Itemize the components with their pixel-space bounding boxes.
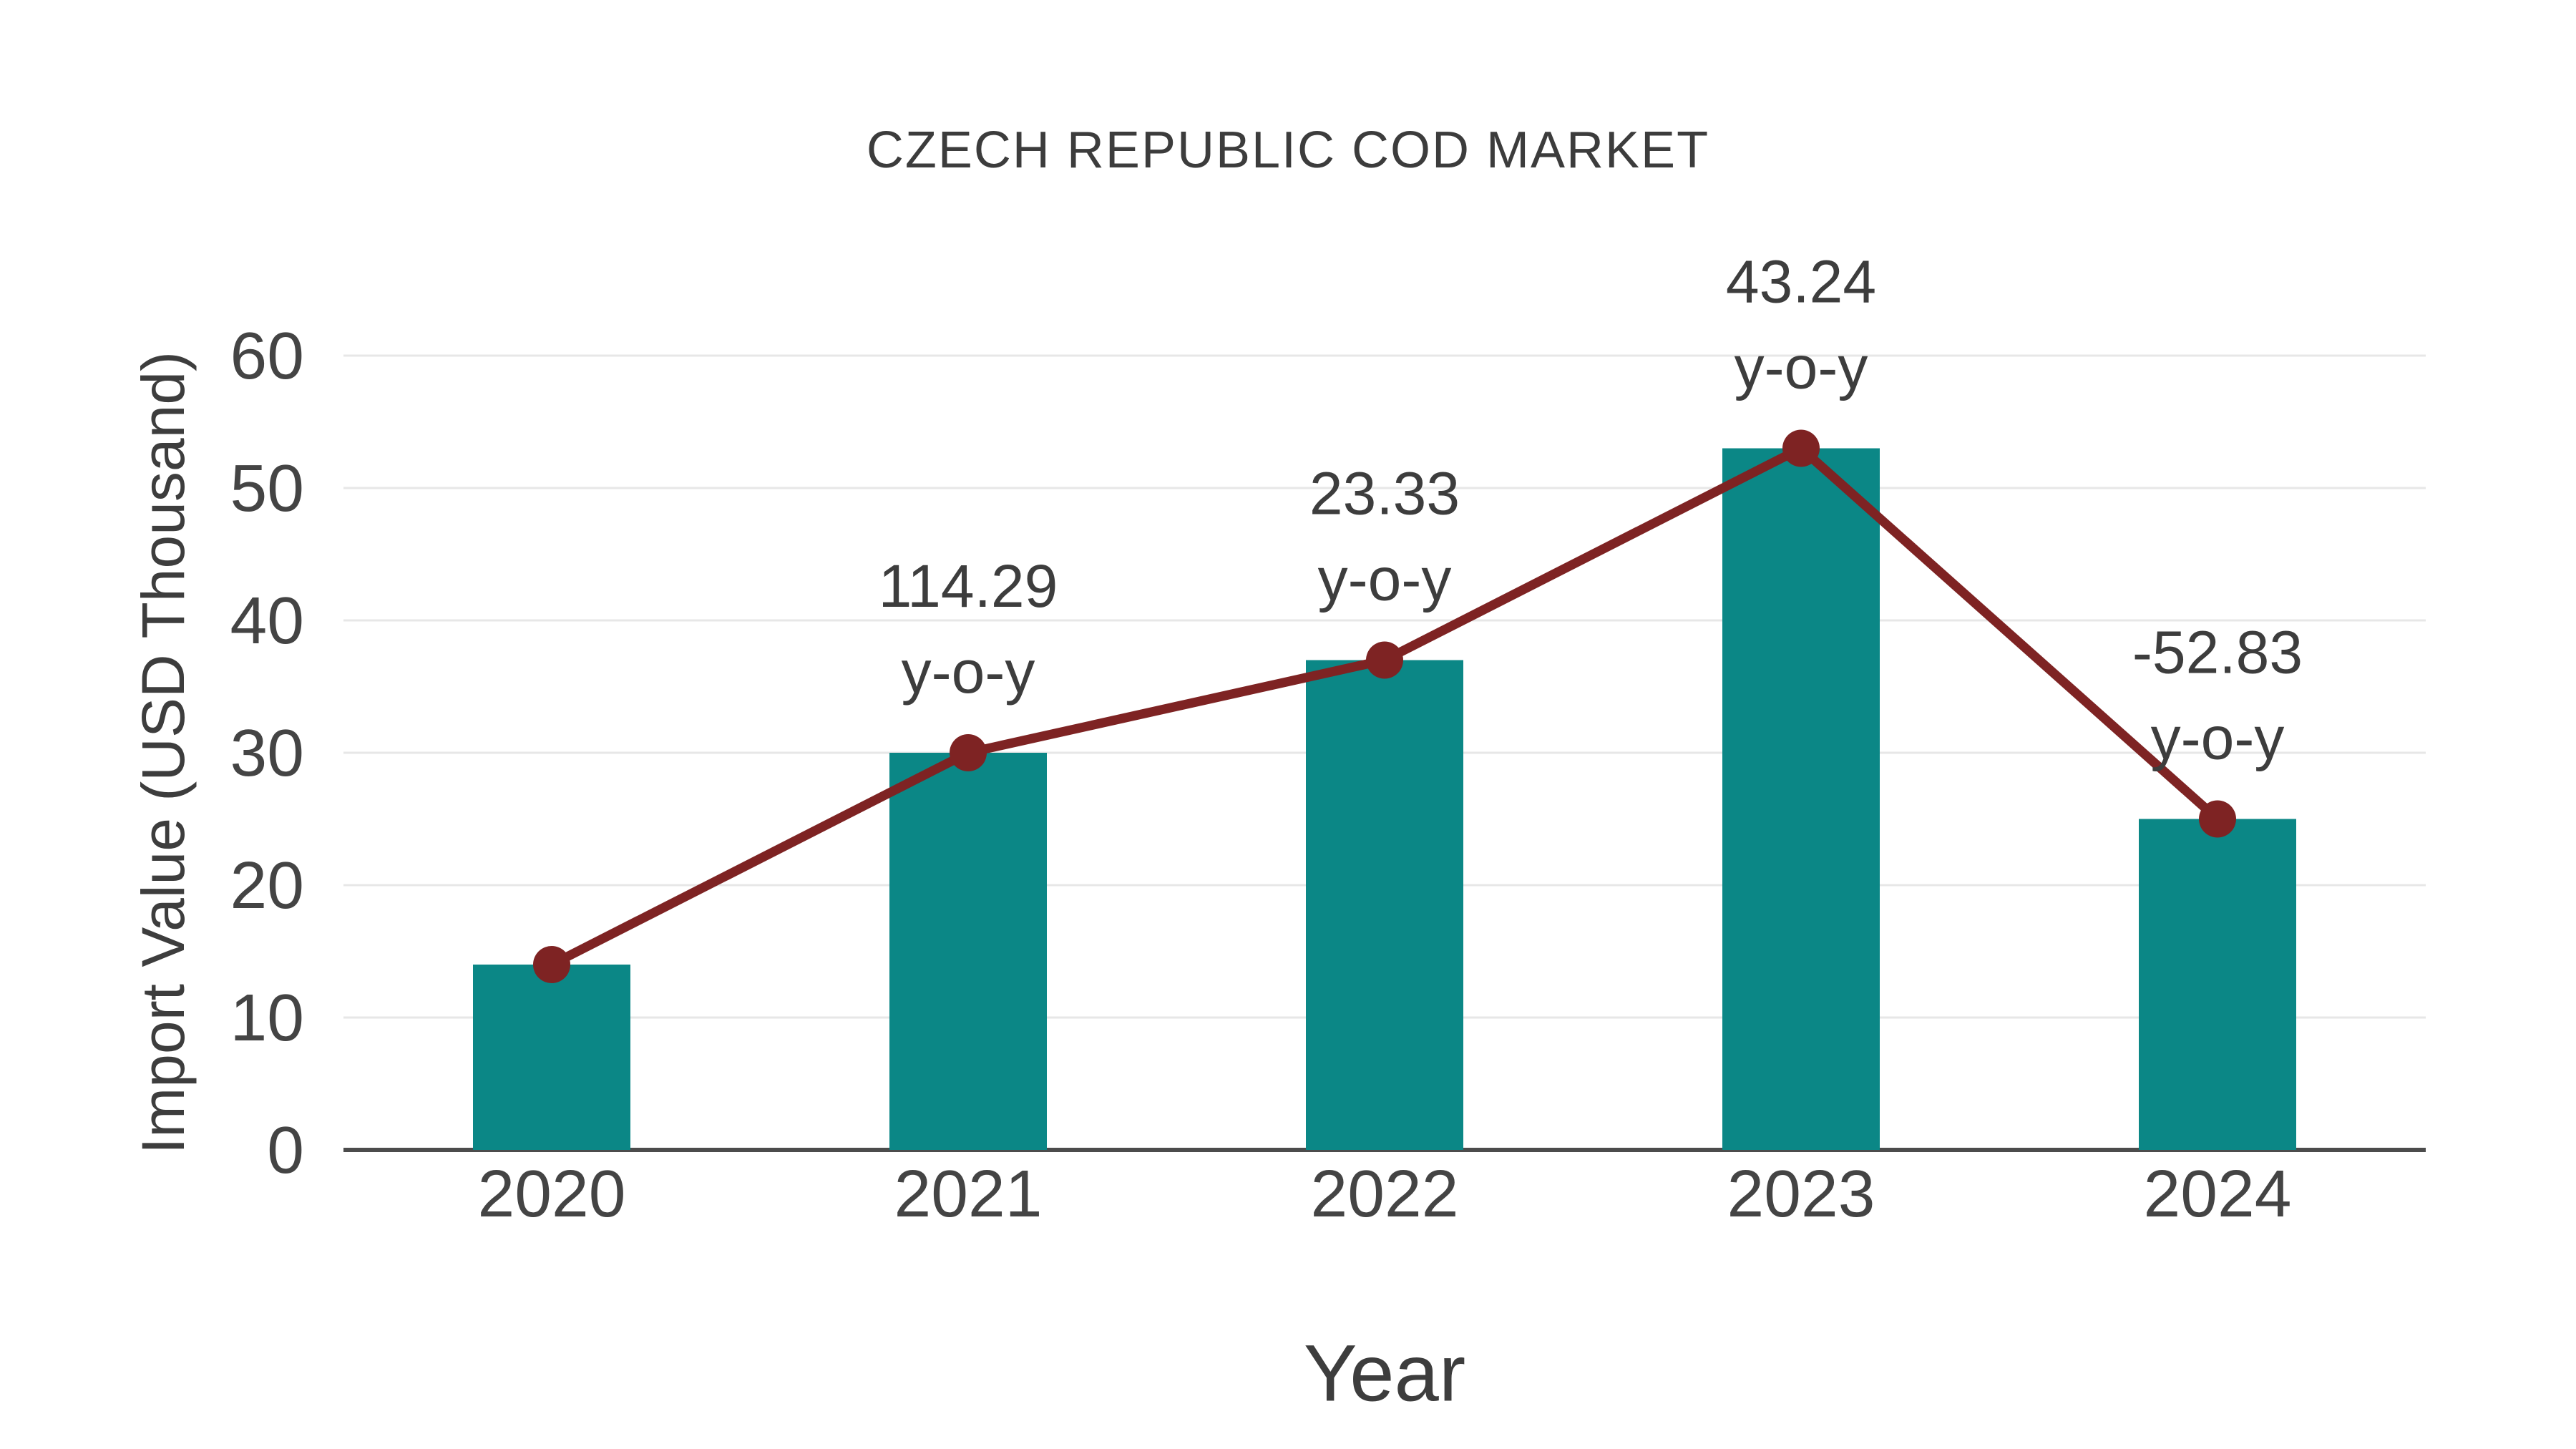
y-tick-label: 10: [230, 980, 304, 1055]
y-tick-label: 30: [230, 716, 304, 790]
x-axis-title: Year: [1304, 1329, 1465, 1418]
x-tick-label: 2020: [478, 1156, 626, 1231]
annotation-value: 43.24: [1726, 248, 1876, 316]
annotation-value: 23.33: [1309, 460, 1460, 527]
bar-layer: [473, 448, 2296, 1151]
x-tick-label: 2024: [2144, 1156, 2292, 1231]
bar[interactable]: [2139, 819, 2296, 1151]
annotation-suffix: y-o-y: [1318, 546, 1452, 613]
annotation-layer: 114.29 y-o-y 23.33 y-o-y 43.24 y-o-y -52.83 y-o…: [879, 248, 2303, 772]
y-tick-label: 60: [230, 318, 304, 393]
y-tick-label: 50: [230, 451, 304, 525]
y-tick-label: 20: [230, 848, 304, 922]
bar[interactable]: [473, 965, 630, 1150]
chart-title: CZECH REPUBLIC COD MARKET: [867, 122, 1709, 179]
line-marker[interactable]: [533, 946, 570, 983]
line-marker[interactable]: [1366, 641, 1403, 679]
line-marker[interactable]: [2199, 800, 2236, 838]
tick-layer: 0 10 20 30 40 50 60 2020 2021 2022 2023 2024: [230, 318, 2292, 1231]
bar[interactable]: [1722, 448, 1880, 1151]
y-axis-title: Import Value (USD Thousand): [130, 351, 197, 1154]
annotation-value: 114.29: [879, 552, 1058, 620]
x-tick-label: 2022: [1311, 1156, 1459, 1231]
bar[interactable]: [889, 753, 1047, 1150]
line-marker[interactable]: [950, 734, 987, 771]
annotation-suffix: y-o-y: [2151, 705, 2285, 772]
line-marker[interactable]: [1782, 429, 1820, 467]
annotation-suffix: y-o-y: [1735, 334, 1868, 401]
annotation-value: -52.83: [2132, 619, 2303, 686]
annotation-suffix: y-o-y: [902, 638, 1035, 706]
line-layer: [533, 429, 2236, 983]
y-tick-label: 40: [230, 583, 304, 658]
x-tick-label: 2023: [1727, 1156, 1875, 1231]
x-tick-label: 2021: [894, 1156, 1043, 1231]
bar[interactable]: [1306, 660, 1463, 1151]
y-tick-label: 0: [267, 1113, 304, 1187]
